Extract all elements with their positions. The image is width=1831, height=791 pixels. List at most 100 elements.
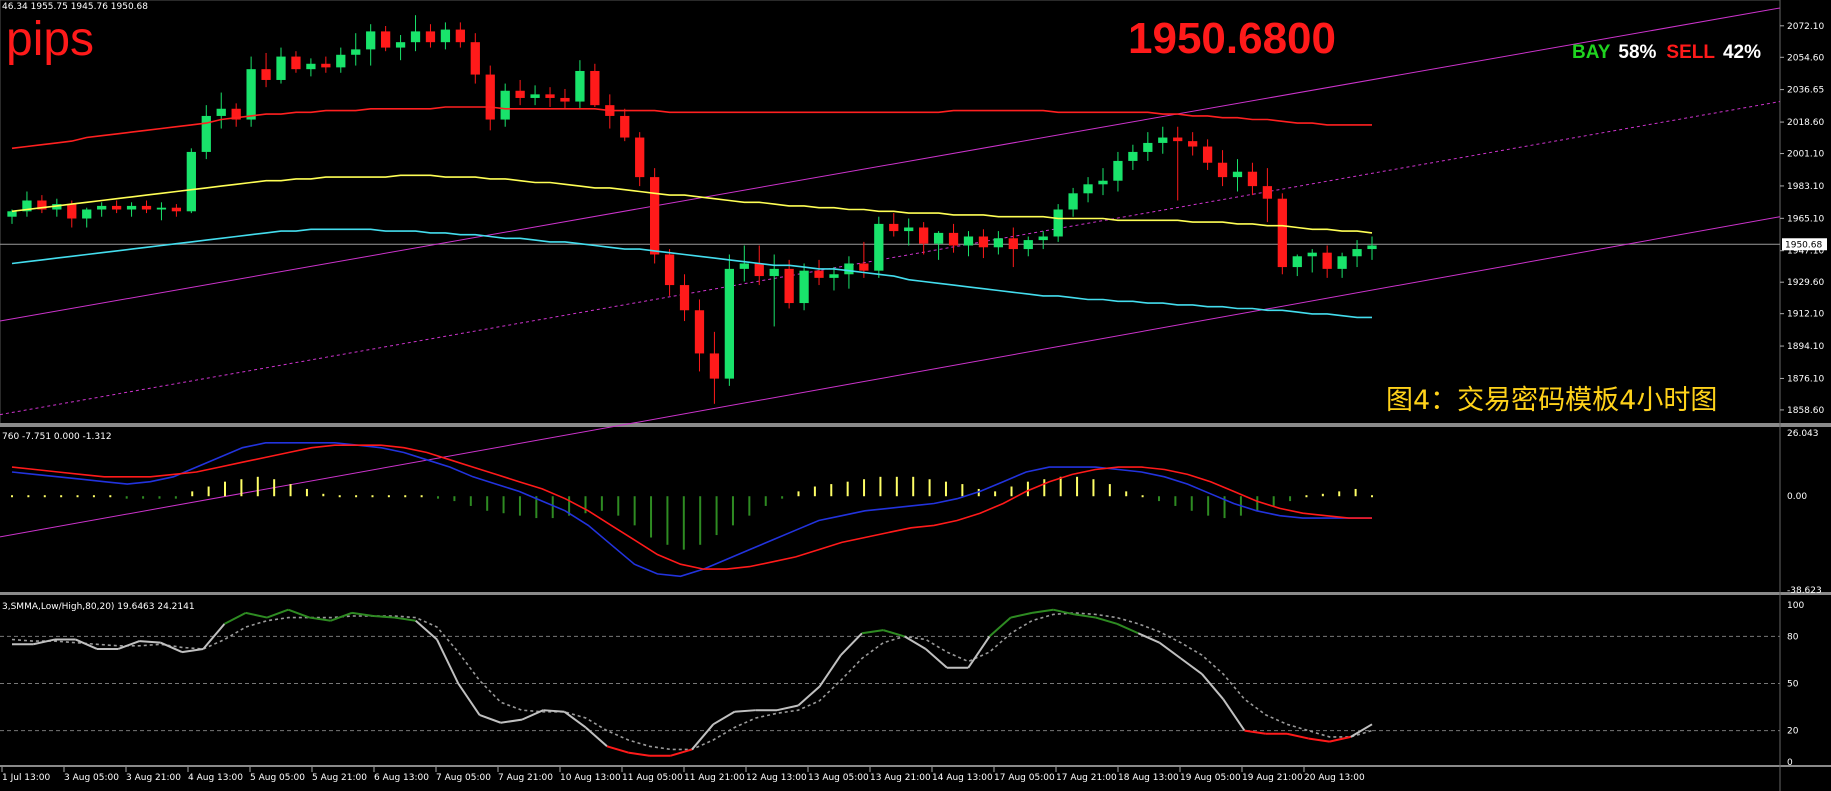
stochastic-main-segment xyxy=(734,709,756,713)
stochastic-main-segment xyxy=(1222,698,1246,732)
candle-body xyxy=(1188,141,1198,147)
candle-body xyxy=(844,263,854,275)
candle-body xyxy=(380,31,391,48)
stochastic-main-segment xyxy=(776,704,799,712)
stochastic-tick-label: 50 xyxy=(1787,680,1799,690)
candle-body xyxy=(500,90,510,120)
candle-body xyxy=(859,263,869,271)
candle-body xyxy=(366,31,376,50)
sell-percent: 42% xyxy=(1722,42,1761,63)
time-tick-label: 3 Aug 21:00 xyxy=(126,773,181,783)
macd-histogram-bar xyxy=(92,495,95,498)
stochastic-main-segment xyxy=(1308,737,1330,743)
candle-body xyxy=(784,268,794,304)
stochastic-main-segment xyxy=(160,641,183,654)
price-tick-label: 1858.60 xyxy=(1787,406,1824,416)
time-tick-label: 13 Aug 05:00 xyxy=(808,773,869,783)
ohlc-readout: 46.34 1955.75 1945.76 1950.68 xyxy=(2,2,148,12)
stochastic-main-segment xyxy=(1180,657,1203,675)
stochastic-main-segment xyxy=(351,611,374,617)
stochastic-main-segment xyxy=(139,640,161,644)
stochastic-main-segment xyxy=(1244,729,1266,735)
candle-body xyxy=(724,268,734,379)
macd-histogram-bar xyxy=(1141,495,1144,498)
stochastic-main-segment xyxy=(457,682,481,716)
candle-body xyxy=(321,63,331,68)
price-tick-label: 2054.60 xyxy=(1787,53,1824,63)
time-tick-label: 14 Aug 13:00 xyxy=(932,773,993,783)
stochastic-main-segment xyxy=(712,710,736,726)
time-tick-label: 12 Aug 13:00 xyxy=(746,773,807,783)
candle-body xyxy=(395,42,406,48)
candle-body xyxy=(889,223,899,232)
time-tick-label: 18 Aug 13:00 xyxy=(1118,773,1179,783)
candle-body xyxy=(470,42,480,75)
stochastic-main-segment xyxy=(543,709,565,713)
candle-body xyxy=(530,94,540,98)
candle-body xyxy=(351,49,361,55)
stochastic-main-segment xyxy=(606,745,629,754)
stochastic-main-segment xyxy=(1010,611,1033,619)
candle-body xyxy=(769,268,779,277)
stochastic-main-segment xyxy=(75,638,98,650)
buy-label: BAY xyxy=(1572,42,1611,63)
candle-body xyxy=(276,56,286,80)
stochastic-main-segment xyxy=(1116,622,1139,635)
stochastic-main-segment xyxy=(1137,632,1160,644)
candle-body xyxy=(1083,184,1093,194)
candle-body xyxy=(664,254,675,286)
time-tick-label: 11 Aug 21:00 xyxy=(684,773,745,783)
stochastic-main-segment xyxy=(691,723,715,751)
macd-histogram-bar xyxy=(27,495,30,498)
macd-histogram-bar xyxy=(43,495,46,498)
time-tick-label: 3 Aug 05:00 xyxy=(64,773,119,783)
candle-body xyxy=(829,274,839,278)
time-tick-label: 13 Aug 21:00 xyxy=(870,773,931,783)
candle-body xyxy=(97,205,107,210)
candle-body xyxy=(111,205,122,210)
candle-body xyxy=(1158,137,1168,143)
pane-separator xyxy=(0,765,1831,767)
candle-body xyxy=(485,74,495,120)
ma-cyan-line xyxy=(11,228,1372,319)
time-tick-label: 19 Aug 05:00 xyxy=(1180,773,1241,783)
macd-tick-label: -38.623 xyxy=(1787,586,1822,596)
price-tick-label: 2036.65 xyxy=(1787,86,1824,96)
stochastic-tick-label: 80 xyxy=(1787,632,1799,642)
candle-body xyxy=(7,211,17,217)
candle-body xyxy=(82,209,92,219)
candle-body xyxy=(246,69,256,120)
stochastic-tick-label: 100 xyxy=(1787,601,1804,611)
price-tick-label: 1894.10 xyxy=(1787,342,1824,352)
candle-body xyxy=(1217,162,1228,178)
candle-body xyxy=(1038,236,1048,241)
pane-separator xyxy=(0,592,1831,595)
candle-body xyxy=(963,236,974,246)
stochastic-main-segment xyxy=(287,608,310,619)
stochastic-tick-label: 20 xyxy=(1787,727,1799,737)
stochastic-main-segment xyxy=(988,616,1012,638)
candle-body xyxy=(1202,146,1213,163)
stochastic-main-segment xyxy=(1329,735,1351,743)
candle-body xyxy=(425,31,436,43)
channel-line xyxy=(0,216,1781,538)
stochastic-main-segment xyxy=(1286,732,1309,740)
candle-body xyxy=(52,204,62,210)
stochastic-main-segment xyxy=(797,685,821,707)
candle-body xyxy=(1068,193,1078,210)
candle-body xyxy=(1023,240,1033,250)
time-tick-label: 1 Jul 13:00 xyxy=(2,773,51,783)
candle-body xyxy=(694,310,705,354)
stochastic-main-segment xyxy=(181,647,204,654)
candle-body xyxy=(635,137,645,178)
candle-body xyxy=(171,207,182,212)
candle-body xyxy=(231,108,241,120)
stochastic-main-segment xyxy=(818,654,842,688)
price-tick-label: 2072.10 xyxy=(1787,22,1824,32)
macd-histogram-bar xyxy=(1371,495,1373,498)
time-tick-label: 5 Aug 21:00 xyxy=(312,773,367,783)
stochastic-main-segment xyxy=(1158,641,1182,660)
candle-body xyxy=(1292,256,1302,268)
